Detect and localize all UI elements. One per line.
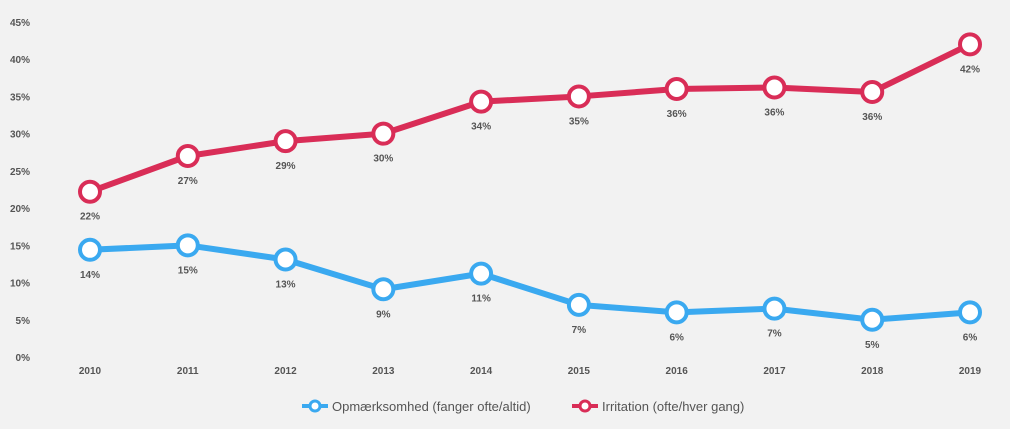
data-label: 36% (667, 109, 687, 120)
data-point[interactable] (469, 261, 494, 286)
data-label: 35% (569, 116, 589, 127)
x-tick-label: 2012 (274, 366, 297, 377)
x-tick-label: 2019 (959, 366, 982, 377)
series-opmaerksomhed: 14% 15% 13% 9% 11% 7% 6% 7% 5% 6% (78, 233, 982, 351)
data-label: 14% (80, 270, 100, 281)
y-tick-label: 20% (10, 204, 30, 215)
data-label: 7% (767, 329, 782, 340)
data-label: 42% (960, 64, 980, 75)
data-point[interactable] (469, 89, 494, 114)
y-tick-label: 25% (10, 167, 30, 178)
x-tick-label: 2010 (79, 366, 102, 377)
y-tick-label: 35% (10, 92, 30, 103)
data-point[interactable] (78, 237, 102, 262)
x-tick-label: 2018 (861, 366, 884, 377)
data-point[interactable] (958, 32, 982, 57)
data-label: 9% (376, 309, 391, 320)
legend: Opmærksomhed (fanger ofte/altid) Irritati… (302, 399, 744, 414)
data-label: 27% (178, 176, 198, 187)
data-point[interactable] (175, 233, 200, 258)
legend-point-marker (308, 399, 322, 413)
data-point[interactable] (273, 247, 298, 272)
y-tick-label: 45% (10, 18, 30, 29)
y-tick-label: 10% (10, 279, 30, 290)
x-tick-label: 2015 (568, 366, 591, 377)
data-point[interactable] (273, 129, 298, 154)
data-point[interactable] (860, 307, 885, 332)
legend-point-marker (578, 399, 592, 413)
data-label: 30% (373, 154, 393, 165)
data-label: 15% (178, 265, 198, 276)
y-axis: 0% 5% 10% 15% 20% 25% 30% 35% 40% 45% (10, 18, 30, 364)
data-label: 7% (572, 325, 587, 336)
y-tick-label: 0% (16, 353, 31, 364)
data-point[interactable] (762, 75, 787, 100)
legend-label: Opmærksomhed (fanger ofte/altid) (332, 399, 531, 414)
data-label: 29% (276, 161, 296, 172)
x-tick-label: 2016 (666, 366, 689, 377)
data-point[interactable] (664, 300, 689, 325)
legend-label: Irritation (ofte/hver gang) (602, 399, 744, 414)
data-point[interactable] (371, 121, 396, 146)
series-line (87, 41, 973, 195)
y-tick-label: 40% (10, 55, 30, 66)
data-point[interactable] (371, 277, 396, 302)
data-point[interactable] (566, 292, 591, 317)
x-tick-label: 2013 (372, 366, 395, 377)
data-label: 6% (669, 332, 684, 343)
series-line (87, 242, 973, 323)
data-label: 11% (471, 294, 491, 305)
data-point[interactable] (860, 79, 885, 104)
data-label: 13% (276, 279, 296, 290)
y-tick-label: 30% (10, 130, 30, 141)
data-point[interactable] (664, 77, 689, 101)
y-tick-label: 5% (16, 316, 31, 327)
data-label: 36% (764, 108, 784, 119)
x-tick-label: 2011 (177, 366, 199, 377)
y-tick-label: 15% (10, 241, 30, 252)
data-point[interactable] (762, 296, 787, 321)
data-label: 6% (963, 332, 978, 343)
data-label: 34% (471, 122, 491, 133)
data-label: 36% (862, 112, 882, 123)
data-point[interactable] (958, 300, 982, 325)
x-axis: 2010 2011 2012 2013 2014 2015 2016 2017 2018 2019 (79, 366, 982, 377)
data-label: 5% (865, 340, 880, 351)
data-point[interactable] (175, 144, 200, 168)
data-label: 22% (80, 212, 100, 223)
series-irritation: 22% 27% 29% 30% 34% 35% 36% 36% 36% 42% (78, 32, 982, 223)
x-tick-label: 2017 (763, 366, 786, 377)
data-point[interactable] (566, 84, 591, 109)
x-tick-label: 2014 (470, 366, 493, 377)
legend-item[interactable]: Irritation (ofte/hver gang) (572, 399, 744, 414)
data-point[interactable] (78, 179, 102, 204)
legend-item[interactable]: Opmærksomhed (fanger ofte/altid) (302, 399, 531, 414)
